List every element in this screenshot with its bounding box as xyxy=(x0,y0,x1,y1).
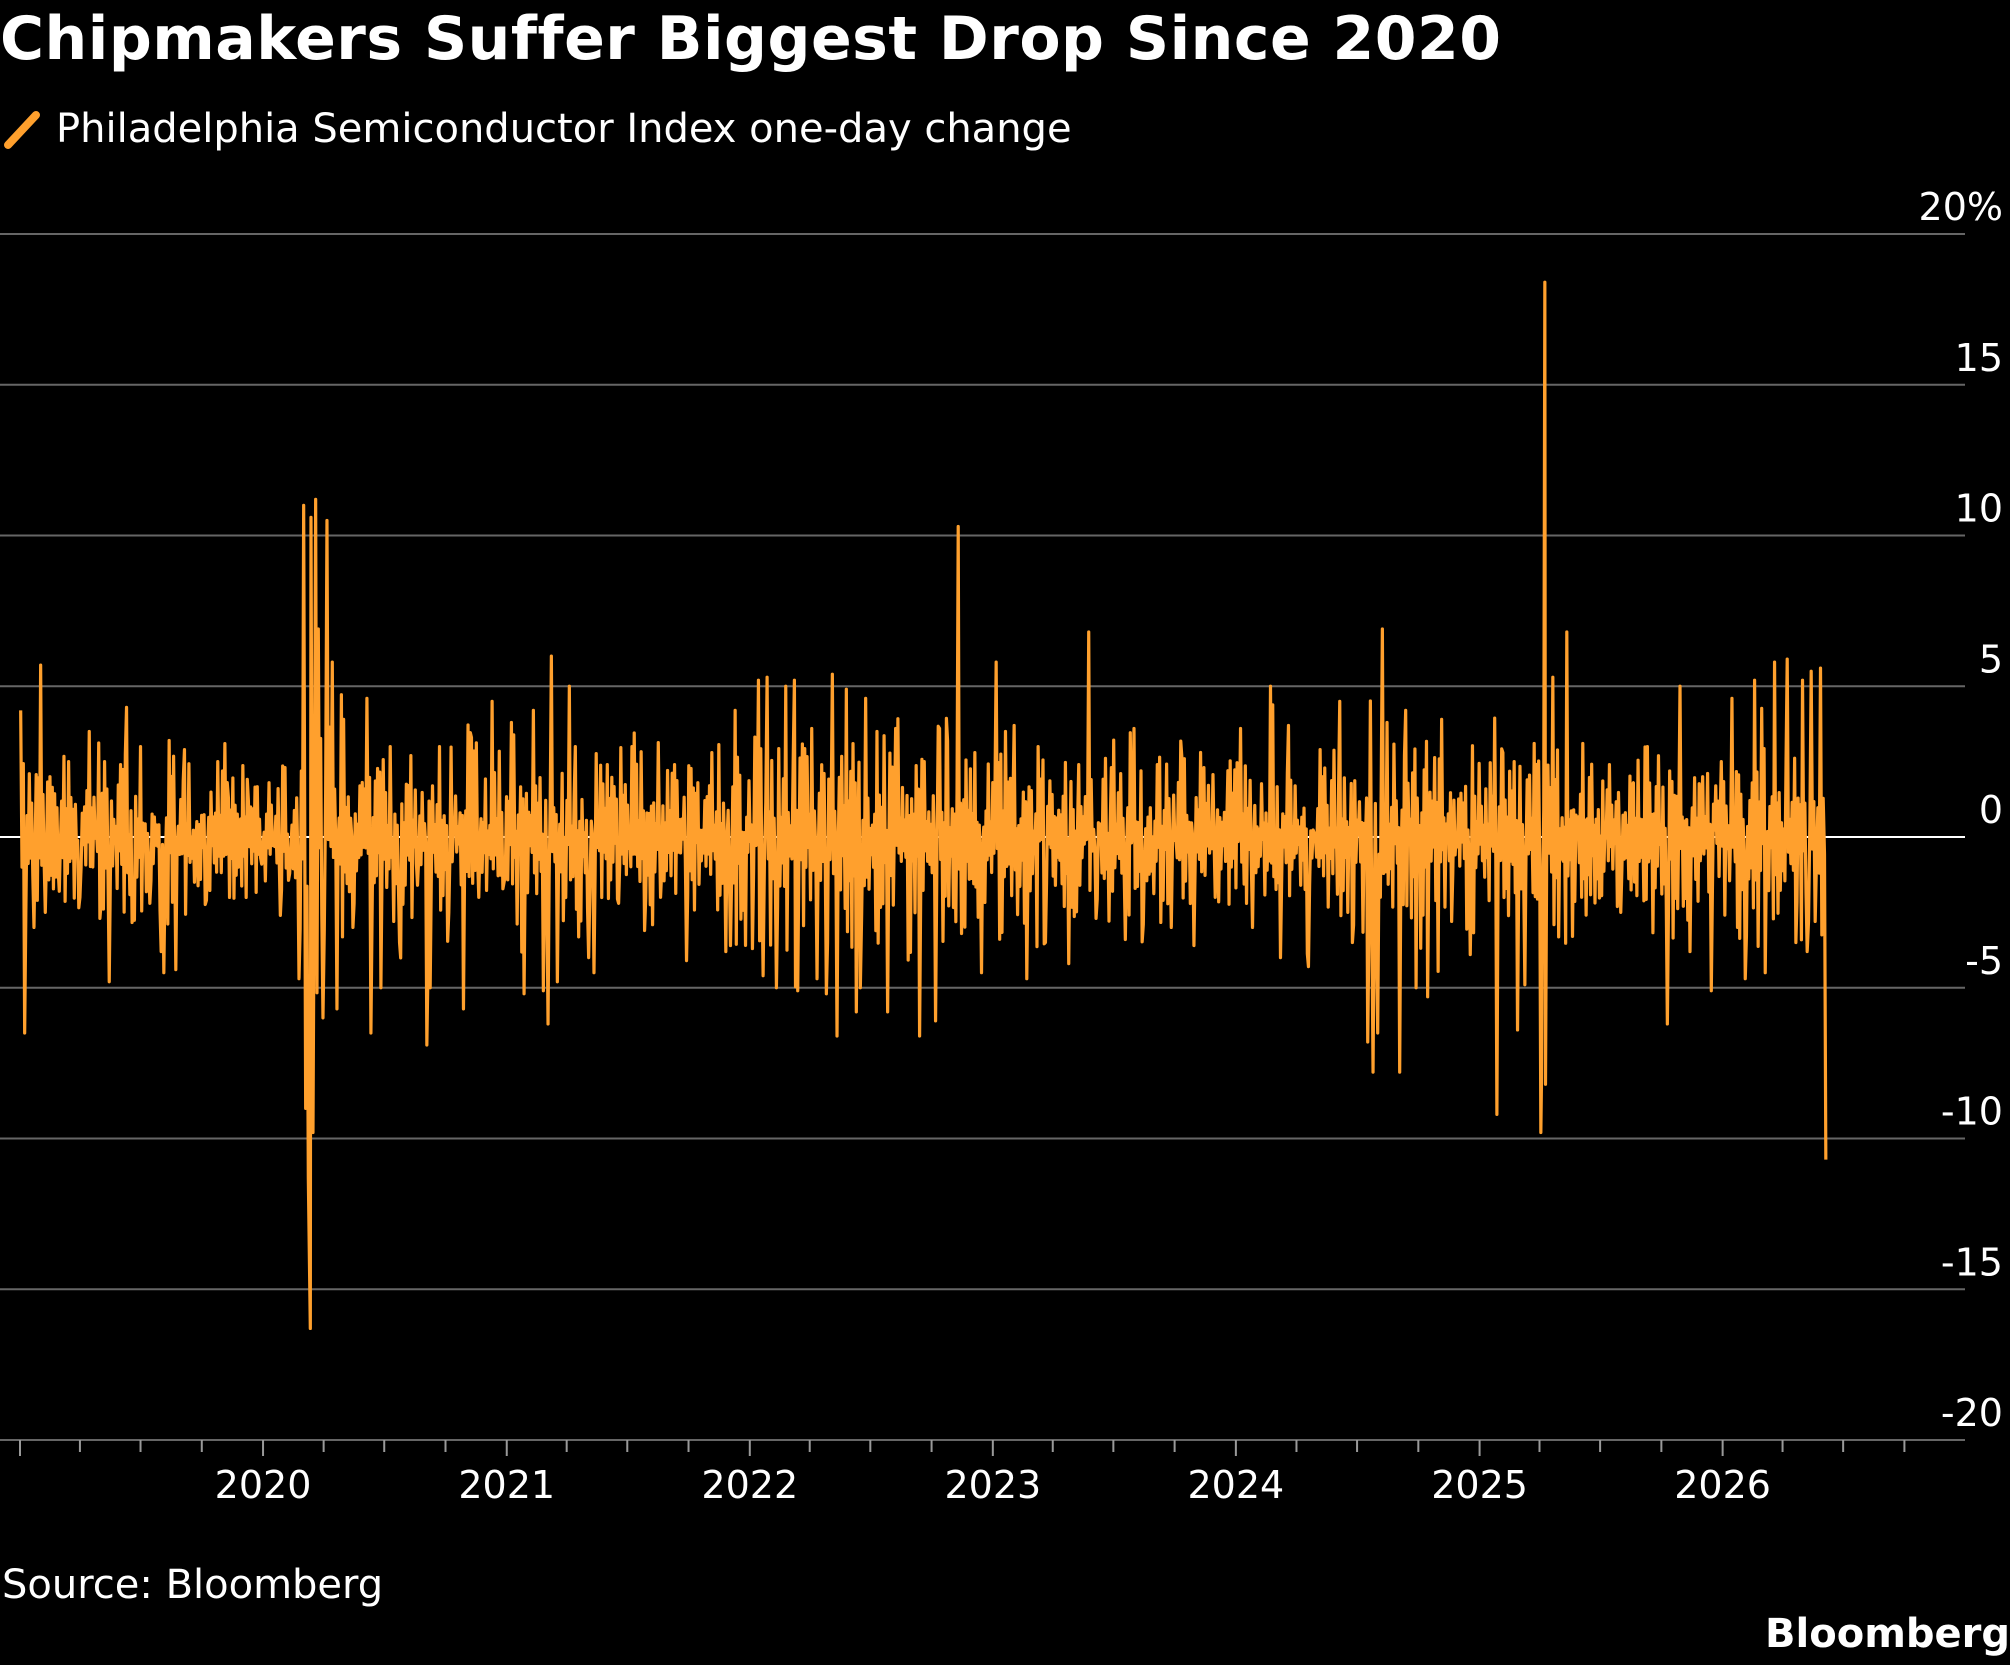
legend: Philadelphia Semiconductor Index one-day… xyxy=(2,104,1072,154)
x-tick-label: 2025 xyxy=(1431,1463,1528,1507)
brand-logo: Bloomberg xyxy=(1765,1611,2010,1657)
x-tick-label: 2024 xyxy=(1188,1463,1285,1507)
y-axis-tick-labels: 20% 15 10 5 0 -5 -10 -15 -20 xyxy=(1919,185,2003,1435)
y-tick-label: -10 xyxy=(1941,1090,2003,1134)
legend-line-icon xyxy=(4,111,40,149)
y-tick-label: 10 xyxy=(1955,487,2003,531)
x-tick-label: 2020 xyxy=(215,1463,312,1507)
y-tick-label: 5 xyxy=(1979,637,2003,681)
chart-title: Chipmakers Suffer Biggest Drop Since 202… xyxy=(0,4,1502,74)
x-axis: 2020 2021 2022 2023 2024 2025 2026 xyxy=(19,1440,1906,1507)
y-tick-label: 15 xyxy=(1955,336,2003,380)
x-tick-label: 2022 xyxy=(701,1463,798,1507)
x-tick-label: 2026 xyxy=(1674,1463,1771,1507)
x-tick-label: 2023 xyxy=(944,1463,1041,1507)
legend-label: Philadelphia Semiconductor Index one-day… xyxy=(56,106,1072,152)
y-tick-label: -20 xyxy=(1941,1391,2003,1435)
y-tick-label: 0 xyxy=(1979,788,2003,832)
series-line xyxy=(19,280,1828,1331)
x-tick-label: 2021 xyxy=(458,1463,555,1507)
series-layer xyxy=(19,280,1828,1331)
y-tick-label: -15 xyxy=(1941,1240,2003,1284)
y-tick-label: 20% xyxy=(1919,185,2003,229)
source-note: Source: Bloomberg xyxy=(2,1562,384,1608)
y-tick-label: -5 xyxy=(1965,939,2003,983)
